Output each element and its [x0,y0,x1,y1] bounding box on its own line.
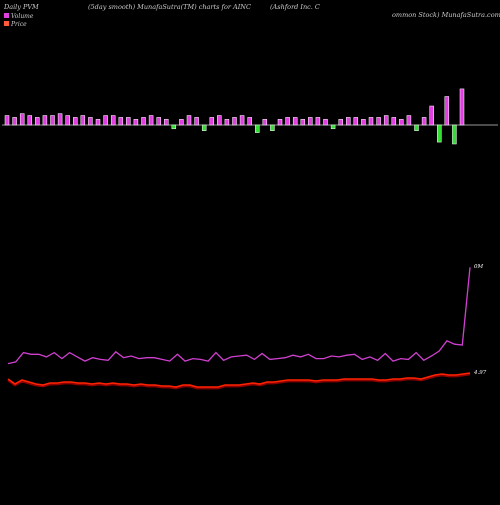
pvm-bar [285,117,290,126]
pvm-bar [35,117,40,126]
pvm-bar [270,124,275,131]
pvm-bar [459,88,465,126]
volume-label-right: 0M [474,264,483,270]
pvm-bar [315,117,321,126]
pvm-bar [217,115,222,126]
pvm-bar [57,113,63,126]
pvm-bar [186,115,192,126]
pvm-bar [179,119,184,126]
header-middle: (5day smooth) MunafaSutra(TM) charts for… [88,3,251,11]
pvm-bar [209,117,215,126]
pvm-bar [65,115,70,126]
pvm-bar [141,117,146,126]
pvm-bar [4,115,10,126]
pvm-bar [50,115,55,126]
price-label-right: 4.97 [473,370,487,376]
pvm-bar [133,119,139,126]
pvm-bar [452,124,457,145]
legend-price-label: Price [10,21,27,28]
pvm-bar [277,119,283,126]
pvm-bar [42,115,48,126]
legend-volume-label: Volume [11,13,34,20]
pvm-bar [255,124,260,133]
pvm-bar [194,117,199,126]
pvm-bar [300,119,306,126]
pvm-bar [19,113,25,126]
pvm-bar [262,119,268,126]
pvm-bar [437,124,442,143]
pvm-bar [399,119,404,126]
header-left: Daily PVM [3,3,39,11]
pvm-bar [126,117,131,126]
volume-line [7,267,471,365]
pvm-bar [346,117,351,126]
pvm-bar [103,115,108,126]
pvm-bar [292,117,298,126]
pvm-bar [171,124,177,130]
pvm-bar [88,117,93,126]
pvm-bar [118,117,124,126]
pvm-bar [421,117,427,126]
lines-group [7,267,471,390]
pvm-bar [80,115,86,126]
pvm-bar [73,117,78,126]
legend-volume-swatch [4,13,9,18]
pvm-bar [353,117,359,126]
pvm-bar [156,117,161,126]
pvm-bar [338,119,343,126]
header-right-2: ommon Stock) MunafaSutra.com [392,11,500,19]
pvm-bar [308,117,313,126]
pvm-bar [27,115,33,126]
pvm-bar [148,115,154,126]
header-right: (Ashford Inc. C [270,3,320,11]
price-line [7,372,471,388]
price-line-shadow [7,373,471,390]
pvm-bar [368,117,374,126]
pvm-bar [444,96,450,126]
pvm-bar [95,119,101,126]
pvm-bar [391,117,397,126]
pvm-bar [12,117,17,126]
pvm-bar [406,115,412,126]
pvm-bar [330,124,336,130]
pvm-bar [224,119,230,126]
pvm-bar [383,115,389,126]
pvm-bars [4,88,465,145]
pvm-bar [429,105,434,126]
pvm-bar [110,115,116,126]
pvm-bar [376,117,381,126]
pvm-bar [361,119,366,126]
pvm-bar [323,119,328,126]
legend-price-swatch [4,21,9,26]
pvm-bar [414,124,419,131]
pvm-bar [239,115,245,126]
pvm-bar [201,124,207,131]
pvm-bar [232,117,237,126]
pvm-bar [164,119,169,126]
pvm-bar [247,117,252,126]
